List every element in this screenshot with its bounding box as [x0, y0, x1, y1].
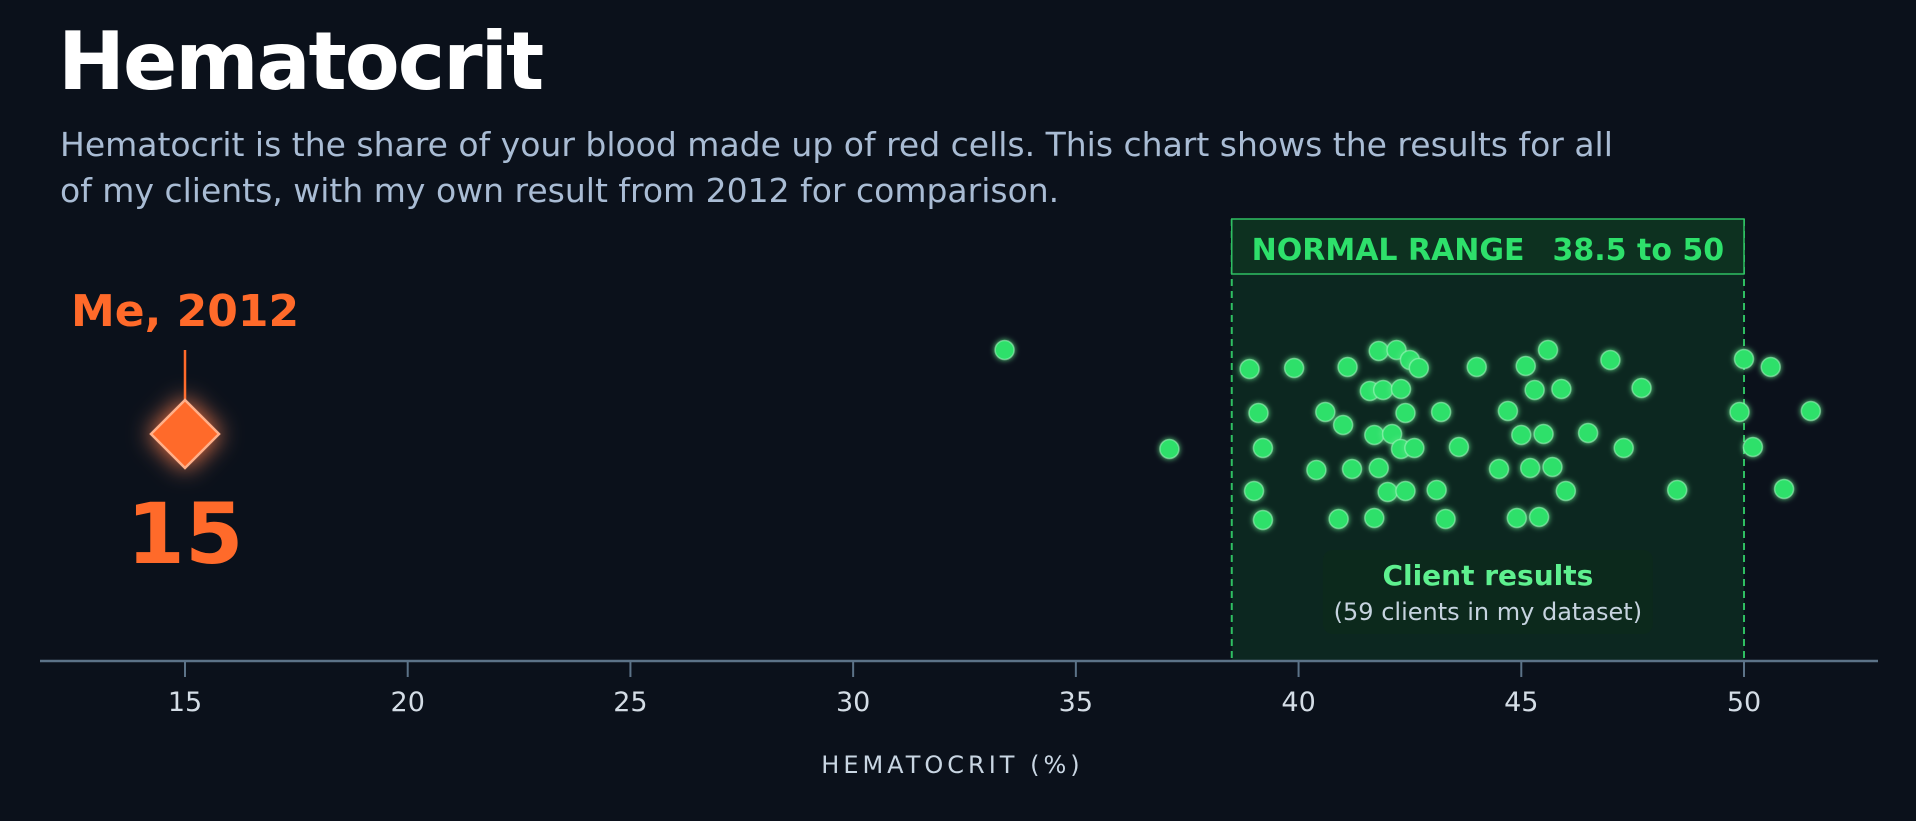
client-point	[1519, 457, 1541, 479]
normal-range-value: 38.5 to 50	[1553, 233, 1725, 268]
client-point	[1506, 507, 1528, 529]
client-point	[1332, 414, 1354, 436]
client-point	[1742, 436, 1764, 458]
client-point	[1328, 508, 1349, 530]
normal-range-title: NORMAL RANGE	[1252, 233, 1525, 268]
normal-range-header	[1231, 218, 1745, 275]
client-point	[1377, 481, 1398, 503]
client-point	[1733, 348, 1755, 370]
client-point	[1252, 437, 1274, 459]
client-point	[1537, 339, 1559, 361]
client-point	[1435, 508, 1456, 530]
client-point	[1497, 400, 1519, 422]
x-tick-label: 20	[391, 687, 425, 718]
chart-subtitle: Hematocrit is the share of your blood ma…	[60, 125, 1613, 210]
client-point	[1729, 401, 1750, 423]
client-point	[1542, 456, 1563, 478]
client-point	[1364, 507, 1385, 529]
client-point	[1528, 506, 1550, 528]
client-results-label-box	[1322, 550, 1653, 634]
client-point	[1364, 424, 1385, 446]
client-point	[1404, 437, 1425, 459]
client-point	[1666, 479, 1688, 501]
highlight-diamond-marker	[149, 398, 221, 470]
client-point	[1341, 458, 1363, 480]
client-point	[1159, 438, 1180, 460]
x-tick-label: 30	[836, 687, 870, 718]
client-point	[1252, 509, 1274, 531]
normal-range-label: NORMAL RANGE 38.5 to 50	[1252, 233, 1725, 268]
client-point	[1337, 356, 1358, 378]
client-point	[1395, 402, 1416, 424]
x-tick-label: 50	[1727, 687, 1761, 718]
client-point	[1533, 423, 1554, 445]
client-point	[1372, 379, 1394, 401]
client-results-label: Client results	[1382, 559, 1593, 592]
client-point	[1430, 401, 1452, 423]
x-tick-label: 45	[1504, 687, 1538, 718]
x-tick-label: 25	[613, 687, 647, 718]
client-point	[1239, 358, 1260, 380]
client-point	[1551, 378, 1572, 400]
client-point	[1315, 401, 1336, 423]
client-point	[1613, 437, 1634, 459]
client-point	[1368, 457, 1389, 479]
client-point	[1488, 458, 1510, 480]
client-point	[1306, 459, 1327, 481]
client-point	[1368, 340, 1389, 362]
client-point	[1511, 424, 1532, 446]
client-point	[1248, 402, 1269, 424]
client-point	[1515, 355, 1536, 377]
client-point	[1577, 422, 1599, 444]
client-point	[1773, 478, 1795, 500]
client-point	[1800, 400, 1822, 422]
client-point	[1381, 423, 1403, 445]
highlight-value-label: 15	[127, 485, 244, 583]
client-point	[1760, 356, 1781, 378]
client-point	[1555, 480, 1577, 502]
chart-title: Hematocrit	[58, 15, 544, 108]
client-point	[1448, 436, 1470, 458]
client-point	[1408, 357, 1430, 379]
client-point	[1283, 357, 1305, 379]
client-point	[1631, 377, 1652, 399]
client-point	[1524, 379, 1545, 401]
client-point	[1600, 349, 1621, 371]
client-point	[1243, 480, 1265, 502]
client-point	[1395, 480, 1416, 502]
x-tick-label: 40	[1281, 687, 1315, 718]
highlight-name-label: Me, 2012	[71, 286, 299, 337]
client-point	[1390, 378, 1412, 400]
client-point	[994, 339, 1015, 361]
x-tick-label: 35	[1059, 687, 1093, 718]
client-point	[1426, 479, 1447, 501]
client-point	[1466, 356, 1487, 378]
x-tick-label: 15	[168, 687, 202, 718]
client-results-note: (59 clients in my dataset)	[1334, 598, 1642, 626]
x-axis-label: HEMATOCRIT (%)	[821, 751, 1083, 779]
